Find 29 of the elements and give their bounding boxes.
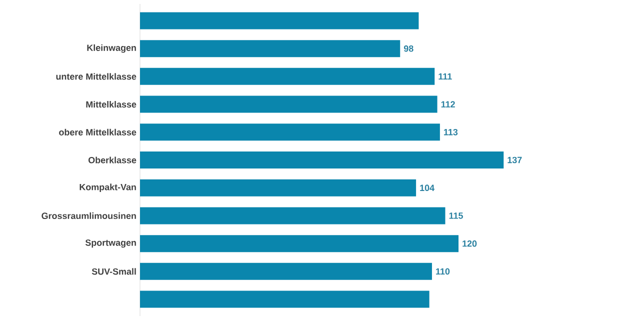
bar [140, 179, 416, 196]
y-tick-label: untere Mittelklasse [56, 73, 136, 80]
bar [140, 207, 446, 224]
bar [140, 290, 430, 308]
bar [140, 262, 432, 280]
data-label: 115 [449, 212, 463, 219]
data-label: 111 [438, 73, 452, 80]
bar [140, 235, 459, 252]
data-label: 113 [444, 128, 458, 136]
bar [140, 152, 504, 168]
bar [140, 68, 435, 85]
bar [140, 40, 400, 58]
bar [140, 124, 440, 141]
y-tick-label: Oberklasse [88, 156, 136, 164]
bar [140, 12, 419, 30]
y-tick-label: Kleinwagen [87, 44, 136, 53]
data-label: 104 [420, 184, 434, 192]
y-tick-label: SUV-Small [92, 268, 136, 275]
y-tick-label: Sportwagen [85, 239, 136, 248]
y-tick-label: obere Mittelklasse [59, 128, 136, 136]
bar [140, 96, 438, 113]
y-tick-label: Mittelklasse [86, 100, 136, 108]
data-label: 137 [508, 156, 522, 164]
y-tick-label: Grossraumlimousinen [42, 212, 136, 220]
data-label: 120 [462, 240, 477, 247]
data-label: 110 [436, 268, 450, 275]
data-label: 112 [441, 101, 455, 108]
data-label: 98 [404, 45, 414, 52]
y-tick-label: Kompakt-Van [80, 184, 136, 192]
